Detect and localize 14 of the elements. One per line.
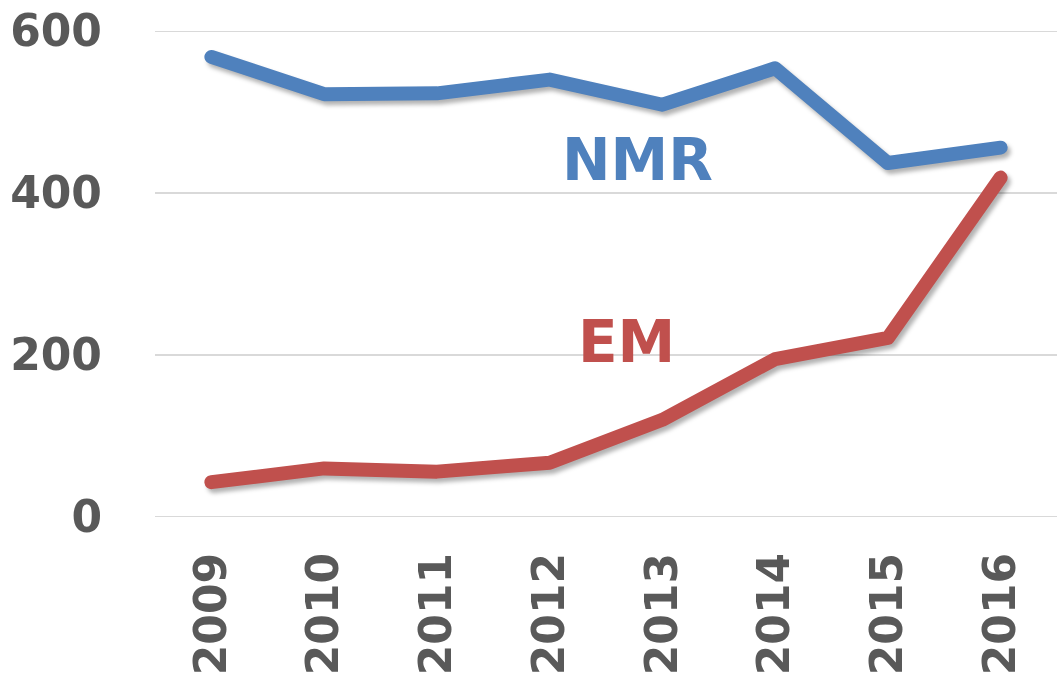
x-tick-label: 2014 (748, 552, 800, 676)
y-tick-label: 0 (71, 491, 102, 543)
series-label: NMR (562, 126, 713, 194)
x-tick-label: 2013 (635, 552, 687, 676)
x-tick-label: 2011 (410, 552, 462, 676)
y-tick-label: 200 (10, 329, 102, 381)
x-tick-label: 2015 (861, 552, 913, 676)
series-label: EM (578, 308, 676, 376)
x-tick-label: 2016 (973, 552, 1025, 676)
x-tick-label: 2012 (522, 552, 574, 676)
y-tick-label: 600 (10, 5, 102, 57)
y-tick-label: 400 (10, 167, 102, 219)
x-tick-label: 2010 (297, 552, 349, 676)
x-tick-label: 2009 (184, 552, 236, 676)
